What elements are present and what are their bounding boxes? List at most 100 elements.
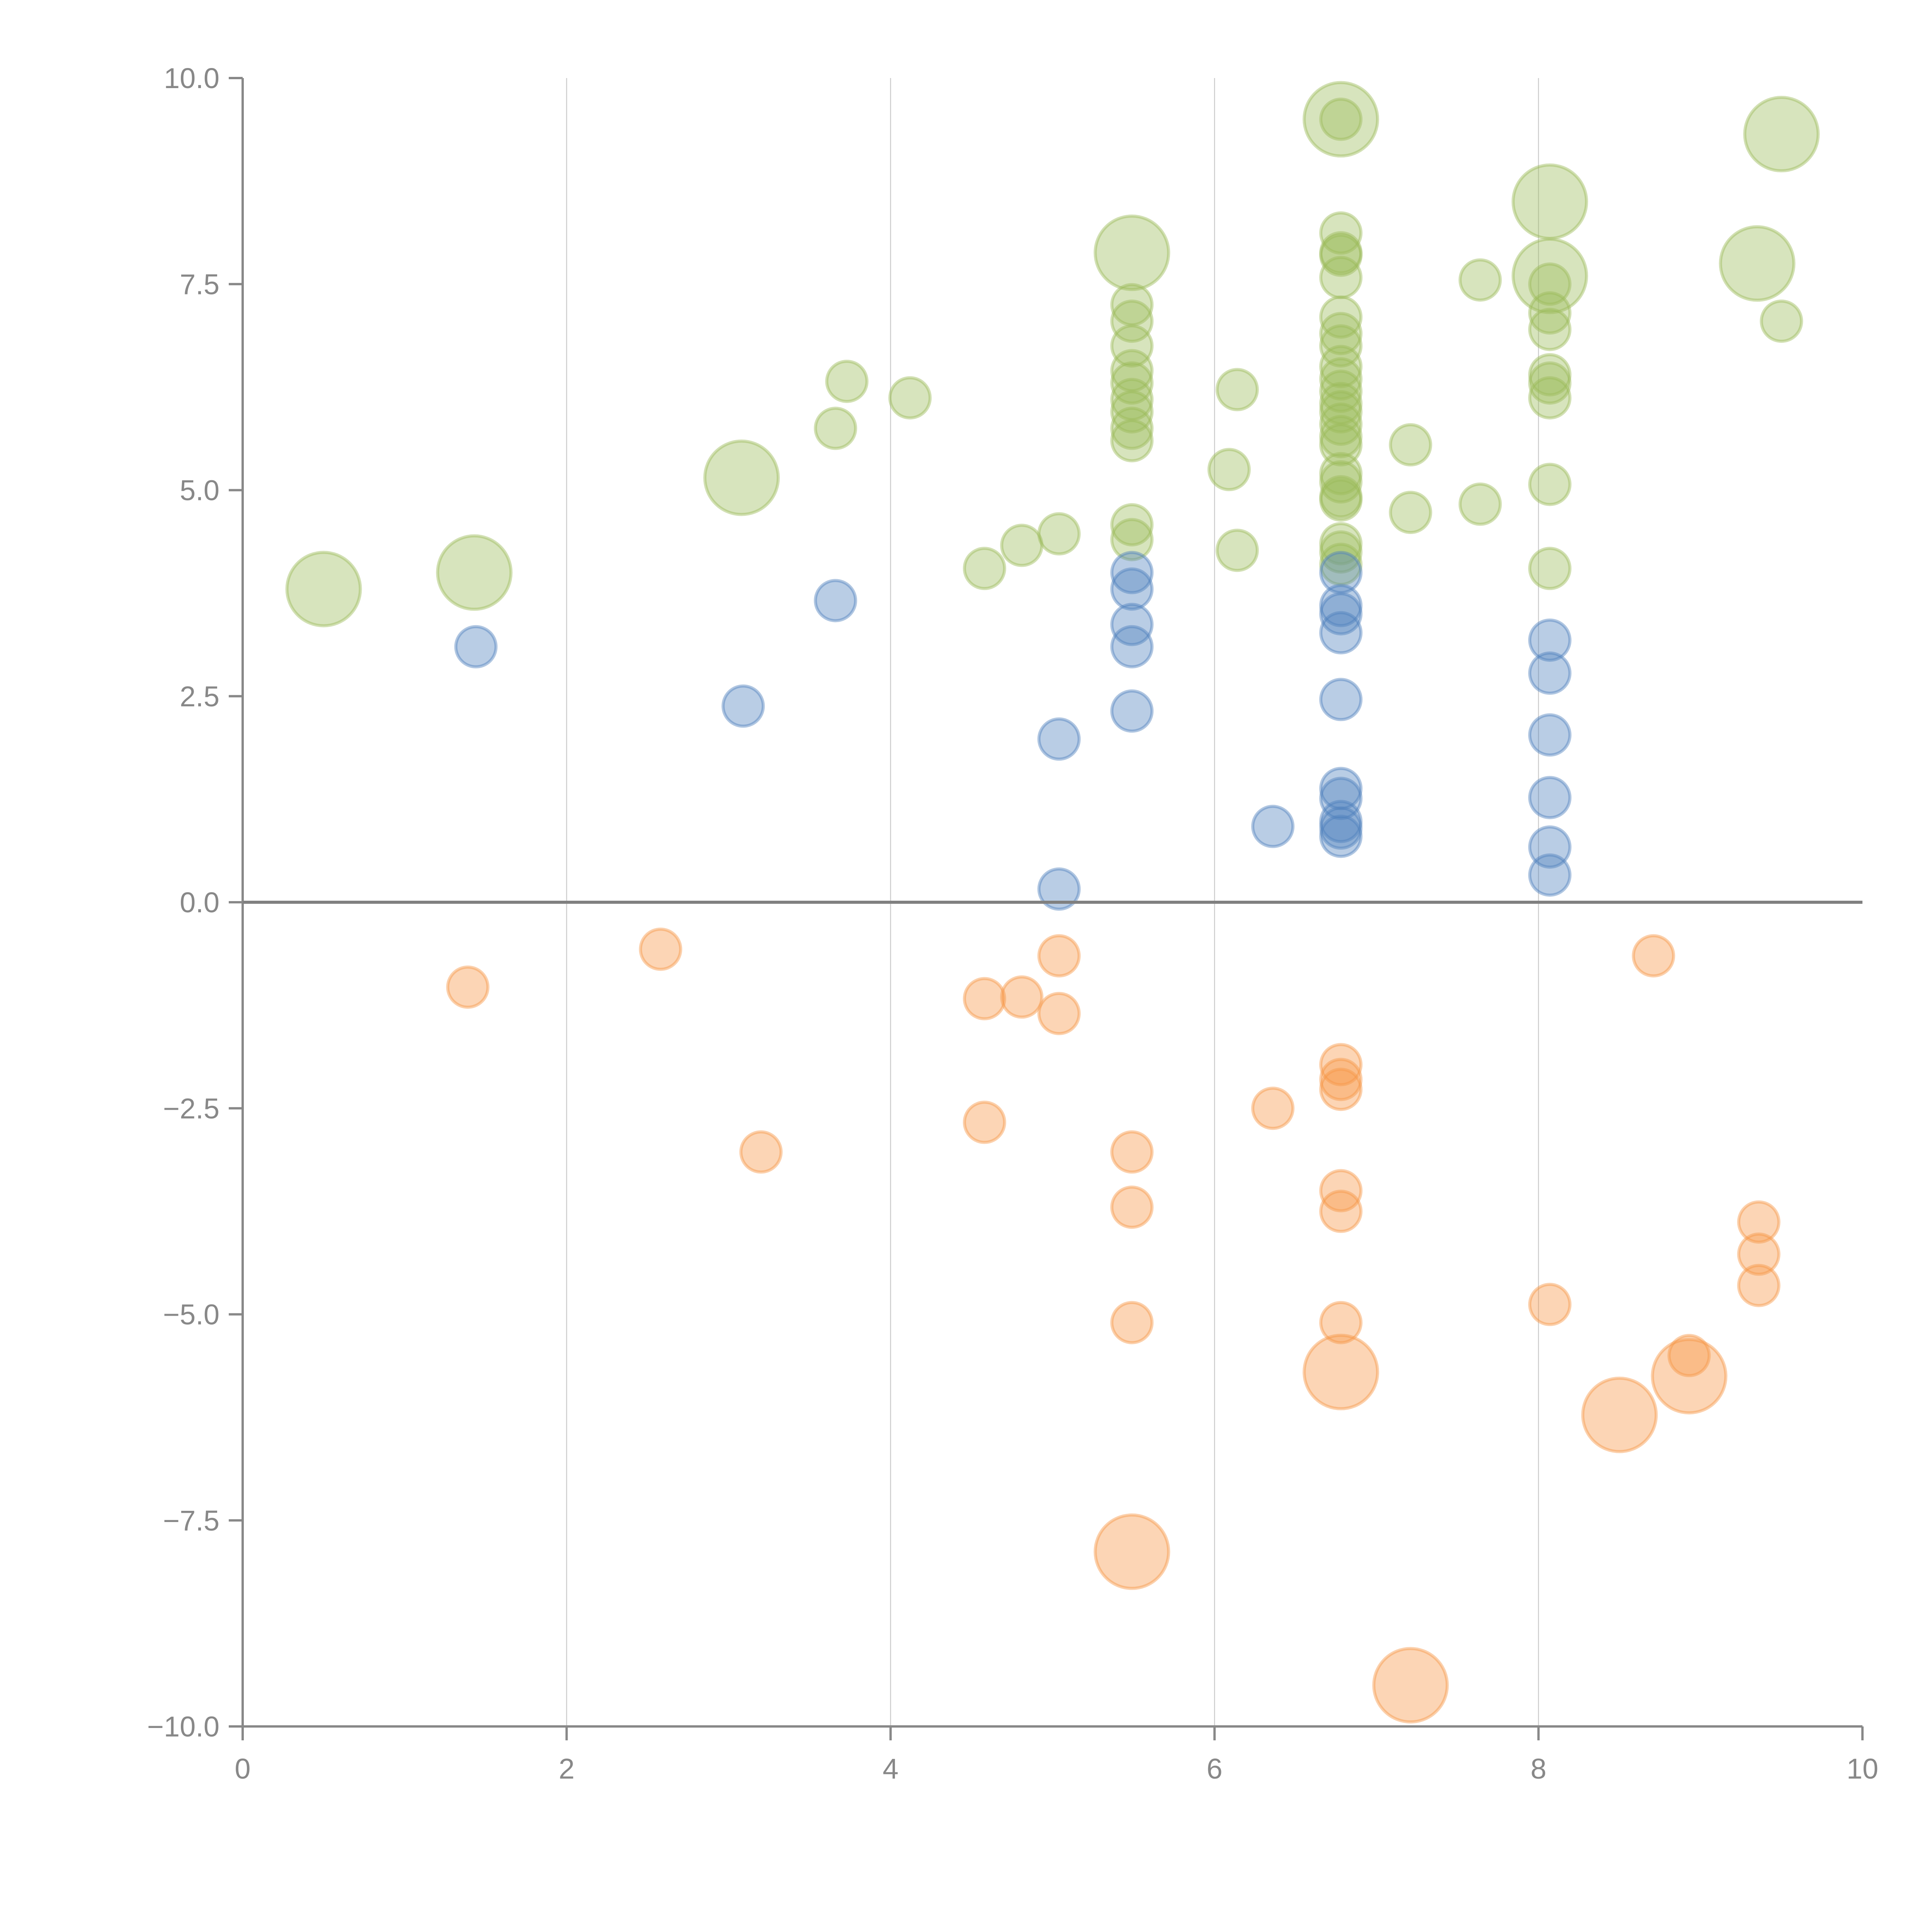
data-point-green[interactable]	[1110, 419, 1154, 463]
data-point-orange[interactable]	[446, 965, 490, 1009]
data-point-green[interactable]	[1319, 543, 1363, 586]
data-point-green[interactable]	[1110, 361, 1154, 405]
data-point-green[interactable]	[1215, 529, 1259, 572]
data-point-green[interactable]	[1319, 530, 1363, 574]
data-point-orange[interactable]	[1110, 1185, 1154, 1229]
data-point-green[interactable]	[1458, 482, 1502, 526]
data-point-blue[interactable]	[1528, 651, 1571, 695]
data-point-green[interactable]	[1319, 402, 1363, 446]
data-point-green[interactable]	[1319, 231, 1363, 275]
data-point-blue[interactable]	[1319, 767, 1363, 810]
data-point-orange[interactable]	[1000, 975, 1044, 1019]
data-point-green[interactable]	[1319, 211, 1363, 255]
data-point-green[interactable]	[1458, 258, 1502, 302]
data-point-green[interactable]	[1110, 390, 1154, 434]
data-point-orange[interactable]	[1528, 1282, 1571, 1326]
data-point-blue[interactable]	[1110, 603, 1154, 646]
data-point-blue[interactable]	[1319, 551, 1363, 594]
data-point-green[interactable]	[1000, 524, 1044, 567]
data-point-green[interactable]	[1760, 299, 1803, 343]
data-point-orange[interactable]	[1737, 1200, 1781, 1244]
data-point-green[interactable]	[703, 439, 780, 516]
data-point-green[interactable]	[963, 547, 1006, 590]
data-point-blue[interactable]	[814, 579, 857, 622]
data-point-green[interactable]	[1528, 262, 1571, 306]
data-point-green[interactable]	[1319, 382, 1363, 425]
data-point-green[interactable]	[1319, 390, 1363, 434]
data-point-orange[interactable]	[1110, 1301, 1154, 1344]
data-point-green[interactable]	[1319, 452, 1363, 495]
data-point-green[interactable]	[436, 534, 513, 611]
data-point-green[interactable]	[1389, 491, 1432, 534]
data-point-orange[interactable]	[1094, 1513, 1170, 1590]
data-point-blue[interactable]	[1319, 592, 1363, 636]
data-point-blue[interactable]	[1110, 625, 1154, 668]
data-point-green[interactable]	[825, 359, 869, 403]
data-point-orange[interactable]	[1581, 1376, 1658, 1453]
data-point-orange[interactable]	[1737, 1264, 1781, 1307]
data-point-green[interactable]	[888, 376, 932, 420]
data-point-blue[interactable]	[1528, 776, 1571, 820]
data-point-orange[interactable]	[1110, 1130, 1154, 1174]
data-point-orange[interactable]	[1372, 1647, 1449, 1724]
data-point-blue[interactable]	[1319, 806, 1363, 850]
data-point-blue[interactable]	[1319, 799, 1363, 843]
data-point-orange[interactable]	[1737, 1232, 1781, 1276]
data-point-green[interactable]	[1528, 547, 1571, 590]
data-point-blue[interactable]	[1251, 804, 1295, 848]
data-point-blue[interactable]	[1319, 777, 1363, 820]
data-point-green[interactable]	[1319, 97, 1363, 141]
data-point-orange[interactable]	[1651, 1338, 1728, 1415]
data-point-orange[interactable]	[1632, 934, 1675, 978]
data-point-orange[interactable]	[1319, 1189, 1363, 1233]
data-point-blue[interactable]	[1528, 618, 1571, 662]
data-point-green[interactable]	[1319, 312, 1363, 355]
data-point-green[interactable]	[1319, 423, 1363, 467]
data-point-orange[interactable]	[739, 1130, 783, 1174]
data-point-green[interactable]	[1319, 478, 1363, 522]
data-point-blue[interactable]	[1110, 689, 1154, 733]
data-point-orange[interactable]	[1319, 1043, 1363, 1087]
data-point-orange[interactable]	[1319, 1169, 1363, 1213]
data-point-green[interactable]	[285, 551, 362, 628]
data-point-green[interactable]	[1319, 522, 1363, 566]
data-point-green[interactable]	[1110, 283, 1154, 327]
data-point-green[interactable]	[1319, 256, 1363, 299]
data-point-blue[interactable]	[1319, 678, 1363, 721]
data-point-orange[interactable]	[1037, 934, 1081, 978]
data-point-blue[interactable]	[721, 684, 765, 728]
data-point-green[interactable]	[1303, 81, 1379, 158]
data-point-orange[interactable]	[1667, 1334, 1711, 1378]
data-point-blue[interactable]	[1110, 567, 1154, 611]
data-point-blue[interactable]	[1319, 611, 1363, 655]
data-point-green[interactable]	[1215, 368, 1259, 412]
data-point-green[interactable]	[1094, 214, 1170, 291]
data-point-green[interactable]	[1528, 291, 1571, 335]
data-point-blue[interactable]	[1528, 825, 1571, 869]
data-point-green[interactable]	[1110, 406, 1154, 450]
data-point-green[interactable]	[1110, 349, 1154, 393]
data-point-orange[interactable]	[1037, 992, 1081, 1035]
data-point-orange[interactable]	[1319, 1301, 1363, 1344]
data-point-green[interactable]	[1319, 475, 1363, 519]
data-point-orange[interactable]	[963, 1100, 1006, 1144]
data-point-green[interactable]	[1389, 423, 1432, 467]
data-point-green[interactable]	[1719, 225, 1796, 302]
data-point-blue[interactable]	[1110, 551, 1154, 594]
data-point-green[interactable]	[1110, 299, 1154, 343]
data-point-orange[interactable]	[1251, 1087, 1295, 1130]
data-point-green[interactable]	[1319, 324, 1363, 368]
data-point-green[interactable]	[1528, 463, 1571, 506]
data-point-green[interactable]	[1110, 518, 1154, 561]
data-point-green[interactable]	[1319, 357, 1363, 401]
data-point-green[interactable]	[1528, 308, 1571, 351]
data-point-green[interactable]	[1528, 361, 1571, 405]
data-point-green[interactable]	[1743, 96, 1820, 173]
data-point-green[interactable]	[1319, 460, 1363, 504]
data-point-green[interactable]	[1511, 163, 1588, 240]
data-point-blue[interactable]	[1037, 717, 1081, 761]
data-point-blue[interactable]	[1528, 853, 1571, 897]
data-point-green[interactable]	[1319, 345, 1363, 388]
data-point-green[interactable]	[1037, 512, 1081, 556]
data-point-green[interactable]	[1110, 324, 1154, 368]
